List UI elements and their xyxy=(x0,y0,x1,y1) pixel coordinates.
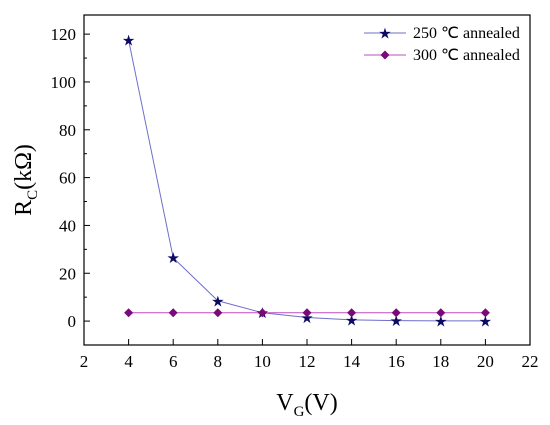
data-point-star: ★ xyxy=(389,312,402,330)
x-tick-label: 8 xyxy=(214,352,223,371)
y-axis-ticks: 0 20 40 60 80 100 120 xyxy=(51,25,90,331)
y-tick-label: 40 xyxy=(59,216,76,235)
data-point-diamond xyxy=(257,308,267,318)
x-axis-ticks: 2 4 6 8 10 12 14 16 18 20 22 xyxy=(80,339,539,371)
x-tick-label: 4 xyxy=(124,352,133,371)
data-point-diamond xyxy=(347,308,357,318)
data-point-diamond xyxy=(168,308,178,318)
legend-diamond-icon xyxy=(380,50,390,60)
data-point-star: ★ xyxy=(434,312,447,330)
x-tick-label: 18 xyxy=(432,352,449,371)
y-tick-label: 80 xyxy=(59,121,76,140)
y-tick-label: 100 xyxy=(51,73,77,92)
x-tick-label: 22 xyxy=(522,352,539,371)
x-tick-label: 2 xyxy=(80,352,89,371)
y-axis-title: RC(kΩ) xyxy=(11,144,41,216)
legend-star-icon: ★ xyxy=(378,25,391,43)
legend-label-250: 250 ℃ annealed xyxy=(413,25,520,42)
data-point-diamond xyxy=(391,308,401,318)
x-tick-label: 16 xyxy=(388,352,405,371)
x-tick-label: 10 xyxy=(254,352,271,371)
x-tick-label: 6 xyxy=(169,352,178,371)
series-layer: ★★★★★★★★★ xyxy=(122,32,492,331)
x-axis-title: VG(V) xyxy=(276,390,338,420)
data-point-star: ★ xyxy=(166,249,179,267)
data-point-star: ★ xyxy=(479,312,492,330)
y-tick-label: 20 xyxy=(59,264,76,283)
x-tick-label: 14 xyxy=(343,352,361,371)
plot-frame xyxy=(83,14,531,346)
data-point-diamond xyxy=(302,308,312,318)
data-point-diamond xyxy=(124,308,134,318)
data-point-star: ★ xyxy=(122,32,135,50)
data-point-star: ★ xyxy=(211,292,224,310)
data-point-diamond xyxy=(436,308,446,318)
y-tick-label: 0 xyxy=(68,312,77,331)
data-point-diamond xyxy=(213,308,223,318)
data-point-diamond xyxy=(480,308,490,318)
series-line-0 xyxy=(128,40,486,322)
y-tick-label: 60 xyxy=(59,169,76,188)
x-tick-label: 12 xyxy=(299,352,316,371)
y-tick-label: 120 xyxy=(51,25,77,44)
data-point-star: ★ xyxy=(345,311,358,329)
x-tick-label: 20 xyxy=(477,352,494,371)
legend: ★ 250 ℃ annealed 300 ℃ annealed xyxy=(364,25,520,64)
legend-label-300: 300 ℃ annealed xyxy=(413,47,520,64)
